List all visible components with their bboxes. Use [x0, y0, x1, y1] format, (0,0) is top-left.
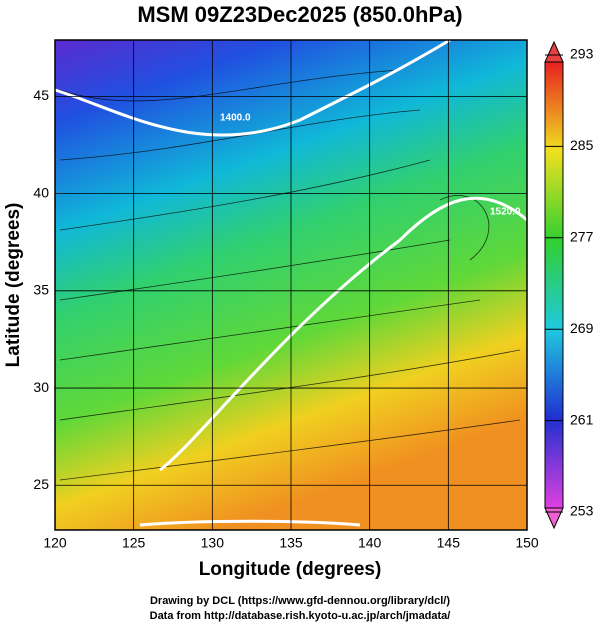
colorbar-tick-label: 293 [570, 46, 594, 62]
y-tick-label: 40 [33, 184, 49, 200]
title: MSM 09Z23Dec2025 (850.0hPa) [137, 2, 462, 27]
x-tick-label: 135 [279, 535, 303, 551]
x-tick-label: 120 [43, 535, 67, 551]
y-tick-label: 30 [33, 379, 49, 395]
colorbar-tick-label: 269 [570, 320, 594, 336]
y-tick-label: 35 [33, 282, 49, 298]
y-tick-label: 45 [33, 87, 49, 103]
x-tick-label: 150 [515, 535, 539, 551]
contour-label: 1520.0 [490, 207, 521, 218]
x-tick-label: 140 [358, 535, 382, 551]
credit: Drawing by DCL (https://www.gfd-dennou.o… [150, 595, 450, 607]
credit: Data from http://database.rish.kyoto-u.a… [150, 610, 451, 622]
colorbar-tick-label: 253 [570, 503, 594, 519]
colorbar [544, 61, 564, 509]
x-tick-label: 130 [201, 535, 225, 551]
colorbar-tick-label: 261 [570, 411, 594, 427]
colorbar-min-arrow [544, 507, 564, 530]
y-axis-label: Latitude (degrees) [3, 203, 24, 368]
contour-label: 1400.0 [220, 113, 251, 124]
colorbar-tick-label: 285 [570, 137, 594, 153]
x-axis-label: Longitude (degrees) [199, 559, 382, 580]
x-tick-label: 125 [122, 535, 146, 551]
colorbar-max-arrow [544, 40, 564, 63]
x-tick-label: 145 [437, 535, 461, 551]
y-tick-label: 25 [33, 476, 49, 492]
colorbar-tick-label: 277 [570, 229, 594, 245]
